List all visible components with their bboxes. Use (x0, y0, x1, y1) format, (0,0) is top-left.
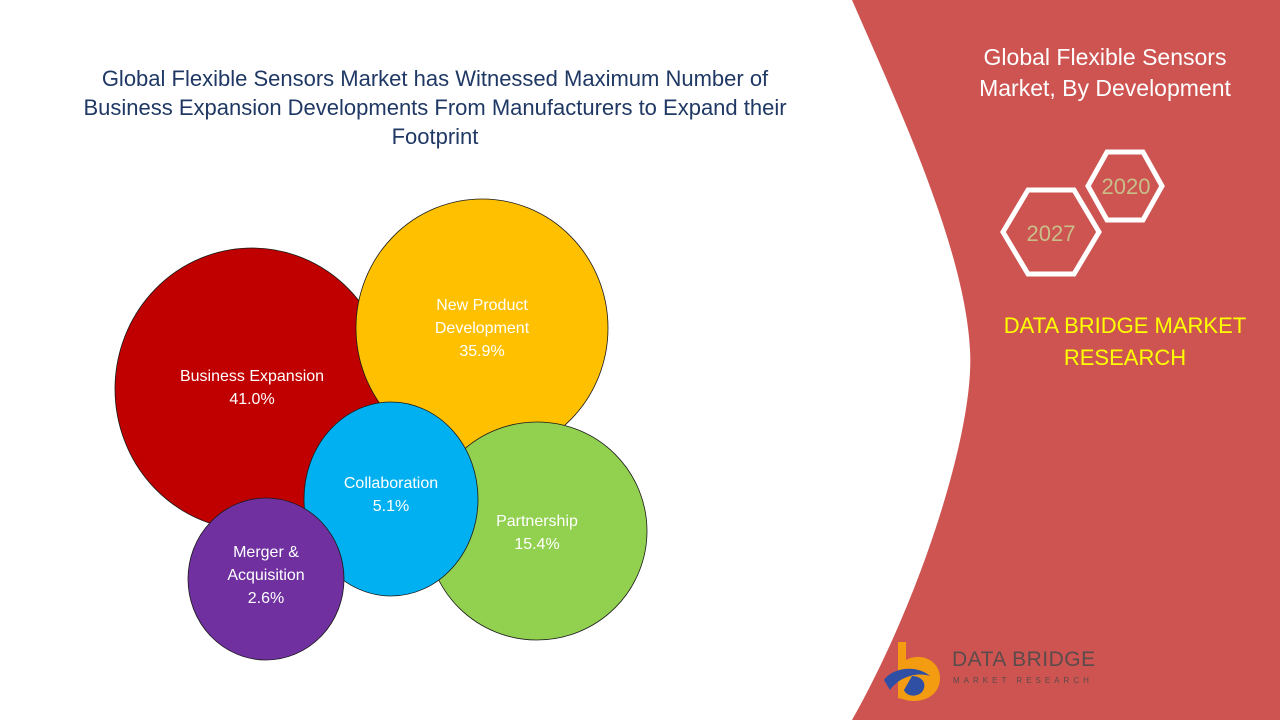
bubble-category-label: Collaboration (344, 475, 438, 492)
bubble-partnership: Partnership 15.4% (426, 421, 648, 641)
main-title-line: Global Flexible Sensors Market has Witne… (101, 66, 769, 91)
brand-name-line: DATA BRIDGE MARKET (1003, 313, 1247, 338)
bubble-collaboration: Collaboration 5.1% (303, 401, 479, 597)
side-panel-title-line: Global Flexible Sensors (983, 44, 1227, 70)
bubble-value-label: 41.0% (229, 391, 274, 408)
brand-name: DATA BRIDGE MARKET RESEARCH (975, 310, 1275, 374)
bubble-merger-acquisition: Merger & Acquisition 2.6% (187, 497, 345, 661)
bubble-value-label: 35.9% (459, 343, 504, 360)
brand-name-line: RESEARCH (1063, 345, 1187, 370)
bubble-mark-merger-acquisition (187, 497, 345, 661)
bubble-new-product-development: New Product Development 35.9% (355, 198, 609, 458)
bubble-category-label: Merger & (233, 544, 299, 561)
hexagon-2020-icon (1085, 149, 1165, 223)
bubble-chart: Business Expansion 41.0% New Product Develo… (114, 198, 648, 661)
year-hexagons: 2020 2027 (1000, 149, 1165, 277)
bubble-mark-collaboration (303, 401, 479, 597)
bubble-category-label: New Product (436, 297, 528, 314)
hexagon-2027-icon (1000, 187, 1102, 277)
side-panel-background (852, 0, 1280, 720)
logo-name: DATA BRIDGE (952, 648, 1096, 671)
side-panel-title-line: Market, By Development (979, 75, 1231, 101)
main-title: Global Flexible Sensors Market has Witne… (40, 64, 830, 151)
year-label-2027: 2027 (1027, 221, 1076, 246)
brand-logo-icon (884, 642, 940, 702)
logo-tagline: MARKET RESEARCH (953, 676, 1093, 685)
main-title-line: Footprint (391, 124, 479, 149)
bubble-value-label: 15.4% (514, 536, 559, 553)
side-panel-title: Global Flexible Sensors Market, By Devel… (950, 42, 1260, 104)
bubble-category-label: Acquisition (227, 567, 304, 584)
bubble-category-label: Partnership (496, 513, 578, 530)
year-label-2020: 2020 (1102, 174, 1151, 199)
bubble-category-label: Development (435, 320, 530, 337)
main-title-line: Business Expansion Developments From Man… (83, 95, 787, 120)
bubble-category-label: Business Expansion (180, 368, 324, 385)
bubble-value-label: 2.6% (248, 590, 284, 607)
bubble-value-label: 5.1% (373, 498, 409, 515)
